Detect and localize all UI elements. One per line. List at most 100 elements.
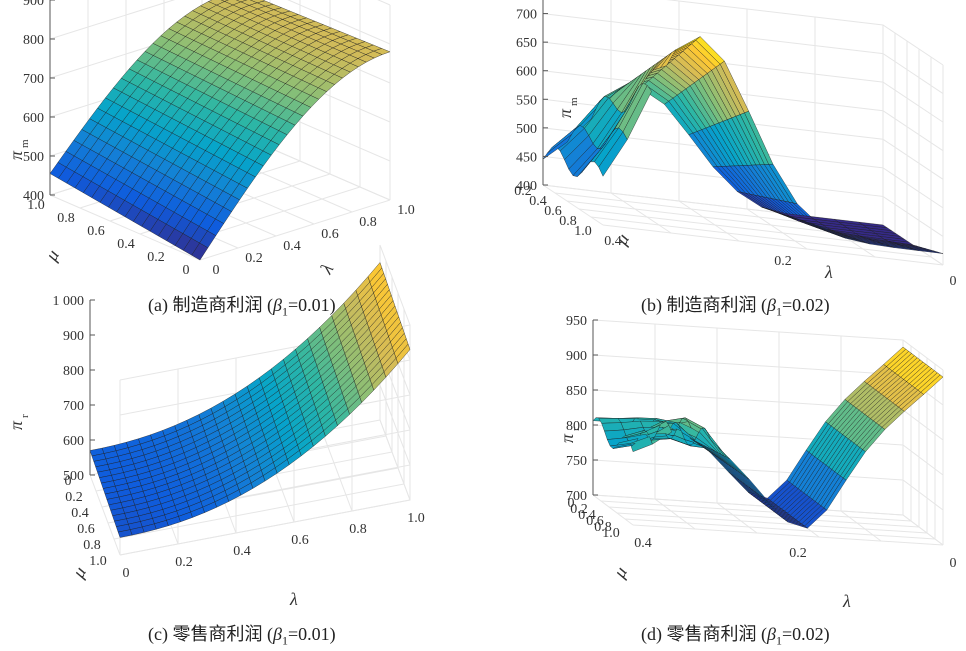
x-tick-label: 0.4 <box>233 544 251 559</box>
grid-line <box>600 500 912 522</box>
x-tick-label: 0 <box>213 263 220 278</box>
x-tick-label: 0.8 <box>349 522 367 537</box>
z-tick-label: 500 <box>63 469 84 484</box>
y-tick-label: 0 <box>65 474 72 489</box>
grid-line <box>616 512 928 534</box>
grid-line <box>592 459 944 511</box>
y-tick-label: 0.8 <box>57 211 75 226</box>
z-tick-label: 700 <box>516 8 537 23</box>
x-tick-label: 1.0 <box>407 511 425 526</box>
grid-line <box>49 194 201 261</box>
x-axis-label: λ <box>316 260 338 278</box>
y-tick-label: 0.4 <box>578 508 596 523</box>
z-tick-label: 600 <box>516 65 537 80</box>
y-tick-label: 0.6 <box>586 514 604 529</box>
y-tick-label: 0.2 <box>147 250 165 265</box>
y-tick-label: 0.2 <box>570 502 588 517</box>
surface-plot-a: 400 500 600 700 800 900 0 0.2 0.4 0.6 0.8 1.0 0 0.2 0.… <box>6 0 415 278</box>
surface-patch <box>598 131 628 177</box>
x-tick-label: 0 <box>123 566 130 581</box>
grid-line <box>608 506 920 528</box>
z-axis-label-sub: r <box>19 414 31 418</box>
x-tick-label: 0.2 <box>774 254 792 269</box>
surface-plot-d: 7007508008509009500.40.2000.20.40.60.81.… <box>557 314 957 611</box>
grid-line <box>49 0 391 45</box>
grid-line <box>716 502 758 534</box>
z-tick-label: 900 <box>63 329 84 344</box>
z-tick-label: 850 <box>566 384 587 399</box>
x-axis-label: λ <box>842 591 851 611</box>
grid-line <box>602 224 944 266</box>
grid-line <box>542 41 944 123</box>
z-axis-label: π <box>557 433 577 443</box>
grid-line <box>840 510 882 542</box>
z-tick-label: 750 <box>566 454 587 469</box>
y-tick-label: 0 <box>568 496 575 511</box>
z-tick-label: 700 <box>63 399 84 414</box>
grid-line <box>746 208 808 250</box>
surface-patch <box>629 436 653 453</box>
z-tick-label: 900 <box>23 0 44 9</box>
grid-line <box>592 494 944 546</box>
grid-line <box>542 13 944 94</box>
grid-line <box>654 498 696 530</box>
surface-patch <box>191 242 209 261</box>
panel-a: 400 500 600 700 800 900 0 0.2 0.4 0.6 0.8 1.0 0 0.2 0.… <box>0 0 483 325</box>
y-tick-label: 1.0 <box>574 224 592 239</box>
z-tick-label: 950 <box>566 314 587 329</box>
z-axis-label: π <box>6 150 26 160</box>
z-tick-label: 1 000 <box>53 294 85 309</box>
panel-d: 700 750 800 850 900 950 0.4 0.2 0 0 0.2 0.4 0.6 0.8 1.… <box>483 314 966 651</box>
z-tick-label: 800 <box>63 364 84 379</box>
z-tick-label: 450 <box>516 150 537 165</box>
y-tick-label: 0 <box>183 263 190 278</box>
surface-patch <box>117 529 133 538</box>
surface-patch <box>542 134 572 160</box>
y-tick-label: 0.6 <box>544 204 562 219</box>
y-tick-label: 0.4 <box>529 194 547 209</box>
x-tick-label: 0 <box>950 556 957 571</box>
x-tick-label: 0.4 <box>283 239 301 254</box>
x-axis-label: λ <box>824 262 833 282</box>
grid-line <box>590 216 932 258</box>
grid-line <box>542 155 944 237</box>
z-tick-label: 600 <box>63 434 84 449</box>
y-tick-label: 1.0 <box>27 198 45 213</box>
y-tick-label: 0.2 <box>65 490 83 505</box>
y-tick-label: 0.8 <box>559 214 577 229</box>
y-tick-label: 0.4 <box>71 506 89 521</box>
x-tick-label: 0.6 <box>321 227 339 242</box>
grid-line <box>119 244 411 381</box>
caption-b: (b) 制造商利润 (β1=0.02) <box>641 295 830 319</box>
grid-line <box>321 430 353 512</box>
x-tick-label: 0.6 <box>291 533 309 548</box>
y-axis-label: μ <box>609 563 631 582</box>
z-tick-label: 900 <box>566 349 587 364</box>
grid-line <box>610 192 672 234</box>
z-tick-label: 800 <box>566 419 587 434</box>
y-tick-label: 0.6 <box>77 522 95 537</box>
grid-line <box>666 0 944 66</box>
surface-patch <box>220 0 229 2</box>
z-tick-label: 700 <box>566 489 587 504</box>
x-axis-label: λ <box>289 589 298 609</box>
grid-line <box>542 184 604 226</box>
y-axis-label: μ <box>68 563 90 582</box>
z-tick-label: 800 <box>23 33 44 48</box>
y-tick-label: 0.4 <box>117 237 135 252</box>
grid-line <box>542 98 944 180</box>
z-tick-label: 650 <box>516 36 537 51</box>
z-axis-label: π <box>555 108 575 118</box>
x-tick-label: 0.8 <box>359 215 377 230</box>
grid-line <box>113 483 405 540</box>
y-tick-label: 0.8 <box>83 538 101 553</box>
surface-plot-b: 4004505005506006507007500.40.200.20.40.6… <box>514 0 957 289</box>
y-tick-label: 0.6 <box>87 224 105 239</box>
caption-c: (c) 零售商利润 (β1=0.01) <box>148 624 336 648</box>
x-tick-label: 0.4 <box>604 234 622 249</box>
grid-line <box>199 199 391 261</box>
y-tick-label: 0.8 <box>594 520 612 535</box>
y-axis-label: μ <box>41 246 63 265</box>
y-tick-label: 1.0 <box>89 554 107 569</box>
